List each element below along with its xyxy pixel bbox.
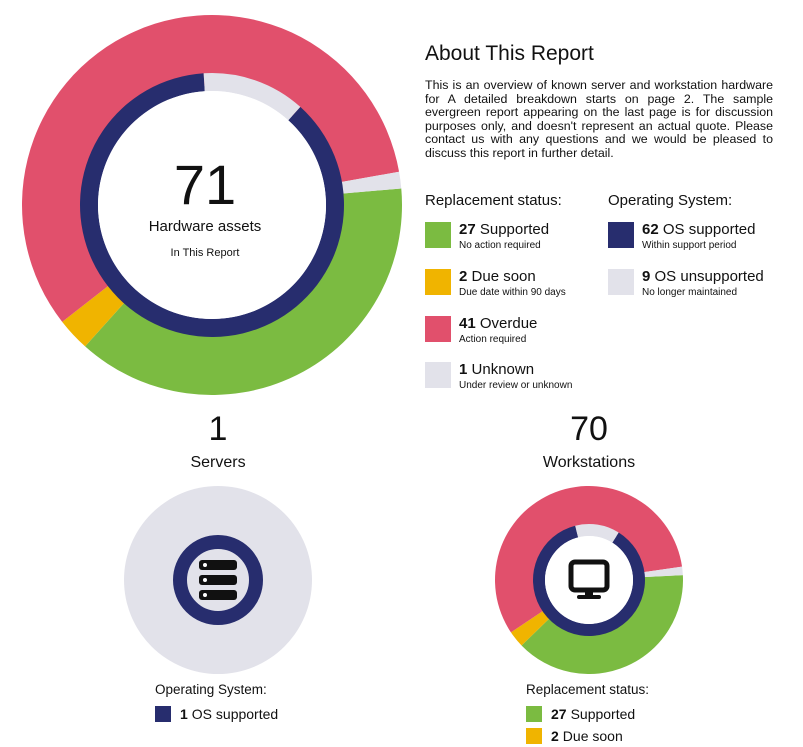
hardware-replacement-supported-slice <box>85 188 402 395</box>
hardware-replacement-due-soon-slice <box>62 278 132 347</box>
ws-due-soon-swatch <box>526 728 542 744</box>
workstations-replacement-overdue-slice <box>495 486 683 633</box>
hardware-label: Hardware assets <box>148 218 262 235</box>
legend-os-supported: 62 OS supported Within support period <box>608 222 755 252</box>
workstations-label: Workstations <box>542 454 636 471</box>
hardware-os-os-unsupported-slice <box>203 73 301 121</box>
legend-os-unsupported: 9 OS unsupported No longer maintained <box>608 269 764 299</box>
servers-legend-heading: Operating System: <box>155 682 267 697</box>
supported-swatch <box>425 222 451 248</box>
hardware-donut-center <box>98 91 326 319</box>
legend-supported: 27 Supported No action required <box>425 222 549 252</box>
servers-donut-chart <box>124 486 312 674</box>
hardware-donut-chart <box>22 15 402 395</box>
hardware-replacement-overdue-slice <box>22 15 400 322</box>
hardware-replacement-unknown-slice <box>330 171 402 195</box>
overdue-swatch <box>425 316 451 342</box>
server-icon <box>199 560 237 600</box>
workstations-replacement-unknown-slice <box>640 566 683 578</box>
servers-count: 1 <box>208 410 228 448</box>
workstations-os-os-unsupported-slice <box>575 524 619 543</box>
legend-overdue: 41 Overdue Action required <box>425 316 537 346</box>
servers-legend-os-supported: 1 OS supported <box>155 706 278 722</box>
unknown-swatch <box>425 362 451 388</box>
workstations-donut-center <box>545 536 633 624</box>
workstations-donut-chart <box>495 486 683 674</box>
ws-supported-swatch <box>526 706 542 722</box>
os-unsupported-swatch <box>608 269 634 295</box>
about-title: About This Report <box>425 42 594 65</box>
servers-os-supported-ring <box>173 535 263 625</box>
workstations-legend-supported: 27 Supported <box>526 706 635 722</box>
replacement-status-heading: Replacement status: <box>425 192 562 209</box>
workstations-replacement-supported-slice <box>521 575 683 674</box>
workstations-replacement-due-soon-slice <box>510 608 552 646</box>
hardware-sublabel: In This Report <box>170 247 240 259</box>
workstations-legend-heading: Replacement status: <box>526 682 650 697</box>
servers-label: Servers <box>190 454 246 471</box>
workstations-legend-due-soon: 2 Due soon <box>526 728 623 744</box>
due-soon-swatch <box>425 269 451 295</box>
operating-system-heading: Operating System: <box>608 192 733 209</box>
os-supported-swatch <box>608 222 634 248</box>
hardware-count: 71 <box>173 153 237 216</box>
about-text: This is an overview of known server and … <box>425 78 773 160</box>
legend-due-soon: 2 Due soon Due date within 90 days <box>425 269 566 299</box>
workstations-count: 70 <box>570 410 608 448</box>
monitor-icon <box>568 559 610 599</box>
servers-os-supported-swatch <box>155 706 171 722</box>
legend-unknown: 1 Unknown Under review or unknown <box>425 362 572 392</box>
